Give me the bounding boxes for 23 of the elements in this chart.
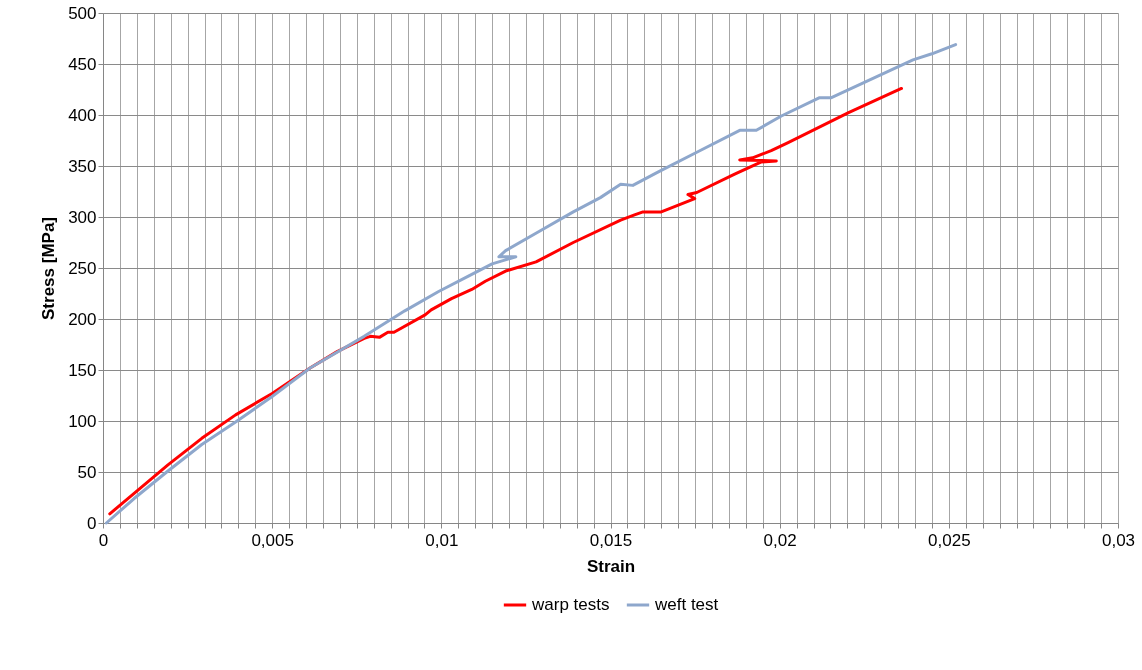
y-tick-label: 200 [68,309,97,329]
y-tick-label: 250 [68,258,97,278]
y-tick-label: 500 [68,3,97,23]
legend-label: warp tests [531,595,610,614]
x-tick-label: 0,03 [1101,530,1136,550]
x-tick-label: 0,025 [928,530,971,550]
y-axis-title: Stress [MPa] [39,217,59,320]
y-tick-label: 150 [68,360,97,380]
y-tick-label: 400 [68,105,97,125]
y-tick-label: 50 [77,462,97,482]
x-axis-title: Strain [586,556,636,576]
x-tick-label: 0,02 [763,530,797,550]
y-tick-label: 450 [68,54,97,74]
y-tick-label: 350 [68,156,97,176]
line-series [108,86,903,516]
y-tick-label: 0 [87,513,97,533]
y-tick-label: 300 [68,207,97,227]
y-tick-label: 100 [68,411,97,431]
x-tick-label: 0,01 [425,530,459,550]
line-series [104,43,958,525]
x-tick-label: 0,005 [251,530,294,550]
x-tick-label: 0,015 [589,530,633,550]
legend-label: weft test [654,595,719,614]
